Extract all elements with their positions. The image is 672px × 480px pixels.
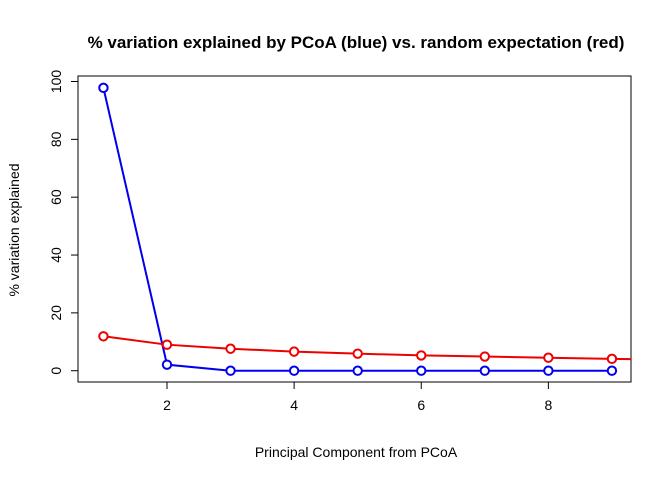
y-tick-label: 80 <box>48 131 64 147</box>
x-tick-label: 4 <box>290 397 298 413</box>
series-1-point <box>288 365 300 376</box>
x-axis: 2 4 6 8 <box>163 381 552 413</box>
y-tick-label: 20 <box>48 305 64 321</box>
series-1-point <box>543 365 554 376</box>
series-2-line <box>103 335 631 361</box>
y-axis: 0 20 40 60 80 100 <box>48 70 79 375</box>
series-2-point <box>543 352 554 363</box>
series-1-point <box>352 365 363 376</box>
x-axis-label: Principal Component from PCoA <box>255 444 458 460</box>
chart-title: % variation explained by PCoA (blue) vs.… <box>88 33 625 52</box>
y-tick-label: 100 <box>48 70 64 94</box>
series-1-line <box>102 87 612 372</box>
series-2-point <box>98 331 109 342</box>
x-tick-label: 8 <box>544 397 552 413</box>
series-1-point <box>416 365 427 376</box>
x-tick-label: 6 <box>417 397 425 413</box>
series-2-point <box>225 343 236 354</box>
series-2-point <box>606 353 618 365</box>
series-2-point <box>479 351 491 362</box>
y-tick-label: 60 <box>48 189 64 205</box>
series-1-point <box>606 365 618 376</box>
y-tick-label: 0 <box>48 367 64 375</box>
series-1-point <box>479 365 491 376</box>
y-axis-label: % variation explained <box>6 163 22 296</box>
series-layer <box>98 82 631 376</box>
series-2-point <box>161 339 173 350</box>
series-2-point <box>416 350 427 361</box>
series-1-point <box>225 365 236 376</box>
series-1-point <box>98 82 109 94</box>
series-2-point <box>288 346 300 357</box>
x-tick-label: 2 <box>163 397 171 413</box>
series-1-point <box>161 359 173 370</box>
series-2-point <box>352 348 363 359</box>
y-tick-label: 40 <box>48 247 64 263</box>
